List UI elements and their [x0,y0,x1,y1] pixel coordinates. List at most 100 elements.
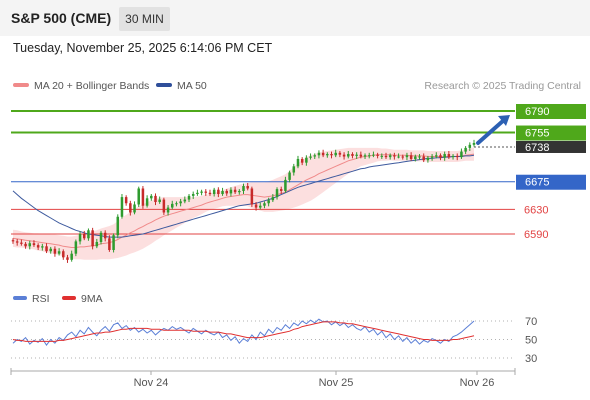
time-tick-label: Nov 24 [134,377,169,389]
candle-body [355,154,358,156]
candle-body [103,232,107,239]
candle-body [32,243,36,246]
candle-body [158,199,161,203]
candle-body [196,192,199,195]
candle-body [372,154,375,156]
candle-body [116,216,120,236]
candle-body [250,188,254,205]
candle-body [150,195,153,199]
legend-9ma: 9MA [62,293,103,305]
legend-9ma-label: 9MA [81,293,103,305]
level-tag-6790 [516,104,586,119]
rsi-tick-70: 70 [525,316,537,328]
candle-body [233,189,237,193]
level-tag-6675 [516,174,586,190]
candle-body [376,154,379,156]
legend-bollinger-label: MA 20 + Bollinger Bands [34,80,150,92]
ma9-swatch [62,296,76,301]
last-price-tag [516,140,586,153]
projection-arrow [476,118,506,145]
candle-body [359,154,363,157]
candle-body [242,186,245,191]
level-label-6755: 6755 [525,128,549,140]
candle-body [11,240,15,242]
candle-body [271,197,275,201]
candle-body [204,191,208,193]
legend-bollinger: MA 20 + Bollinger Bands [13,80,149,92]
candle-body [363,155,367,157]
candle-body [380,155,384,157]
candle-body [15,241,19,243]
level-label-6675: 6675 [525,177,549,189]
candle-body [221,190,224,195]
candle-body [342,154,346,157]
candle-body [70,253,73,260]
candle-body [112,235,115,250]
candle-body [334,152,337,156]
candle-body [347,154,350,157]
candle-body [238,190,241,193]
candle-body [426,157,430,161]
time-axis-layer: Nov 24 Nov 25 Nov 26 [10,368,516,389]
legend-rsi: RSI [13,293,50,305]
level-label-6590: 6590 [524,229,548,241]
candle-body [351,154,354,156]
research-credit: Research © 2025 Trading Central [424,80,581,92]
candle-body [124,197,128,204]
candle-body [95,241,99,247]
candle-body [225,190,228,194]
header-bar: S&P 500 (CME) 30 MIN [0,0,590,36]
candle-body [275,189,279,198]
candle-body [321,152,325,156]
moving-averages-layer [12,153,475,248]
bollinger-swatch [13,83,29,88]
candle-body [317,152,321,156]
candle-body [217,189,220,195]
candle-body [66,257,69,260]
ma50-swatch [156,83,172,88]
candle-body [409,155,413,159]
candle-body [388,155,392,158]
candle-body [405,155,409,158]
candles-layer [11,139,476,263]
candle-body [78,234,82,242]
bollinger-band [13,147,474,260]
candle-body [141,188,145,206]
bollinger-band-layer [13,147,474,260]
candle-body [443,154,446,158]
candle-body [464,147,467,152]
ma50-line [12,154,475,238]
candle-body [472,142,476,145]
candle-body [162,199,166,213]
instrument-title: S&P 500 (CME) [11,10,112,26]
candle-body [36,245,40,248]
rsi-swatch [13,296,27,301]
candle-body [393,155,396,157]
level-label-6790: 6790 [525,106,549,118]
candle-body [20,242,23,244]
candle-body [120,197,124,217]
candle-body [28,243,32,247]
candle-body [49,248,52,252]
candle-body [191,194,195,196]
candle-body [455,155,459,158]
level-tag-6755 [516,125,586,141]
last-price-label: 6738 [525,142,549,154]
candle-body [418,156,421,158]
legend-rsi-label: RSI [32,293,50,305]
candle-body [447,154,451,158]
rsi-series-RSI [12,318,475,346]
timeframe-button[interactable]: 30 MIN [119,7,170,31]
candle-body [108,238,111,250]
candle-body [212,189,216,195]
rsi-tick-30: 30 [525,353,537,365]
candle-body [451,155,455,158]
candle-body [166,207,170,213]
candle-body [179,201,182,204]
candle-body [288,172,291,180]
candle-body [133,204,136,213]
rsi-tick-50: 50 [525,335,537,347]
candle-body [229,189,233,194]
candle-body [254,204,258,208]
candle-body [263,203,266,206]
